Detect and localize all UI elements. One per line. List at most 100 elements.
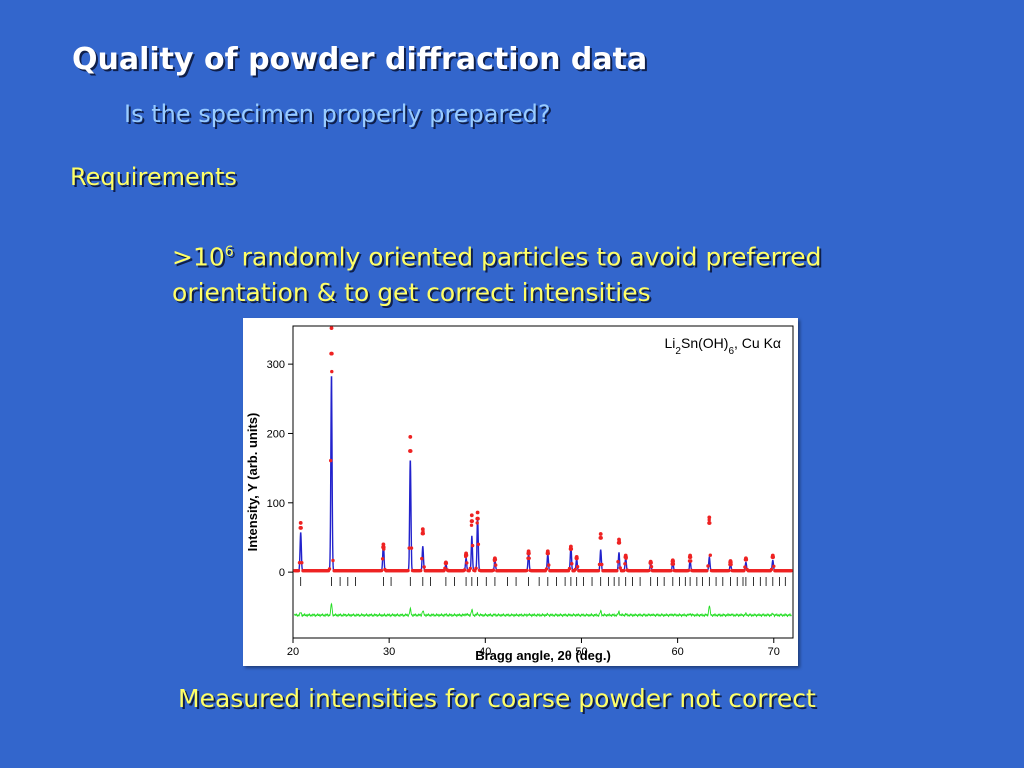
observed-point (647, 568, 651, 573)
observed-peak-point (329, 326, 334, 330)
slide-subtitle: Is the specimen properly prepared? (124, 100, 551, 128)
observed-point (296, 569, 301, 573)
observed-peak-point (624, 555, 628, 559)
observed-peak-point (464, 553, 469, 558)
chart-annotation: Li2Sn(OH)6, Cu Kα (665, 335, 781, 357)
observed-peak-point (575, 556, 579, 561)
y-tick-label: 300 (267, 359, 285, 371)
observed-point (380, 557, 385, 561)
annotation-part: 6 (728, 346, 734, 357)
observed-point (689, 559, 693, 563)
observed-point (567, 566, 572, 571)
observed-peak-point (299, 526, 303, 530)
observed-point (743, 565, 747, 569)
requirements-heading: Requirements (70, 163, 237, 191)
observed-point (573, 567, 577, 572)
observed-peak-point (707, 515, 712, 520)
observed-point (527, 556, 531, 560)
observed-point (742, 569, 746, 573)
observed-peak-point (476, 516, 480, 521)
observed-point (616, 560, 620, 564)
observed-point (649, 565, 654, 569)
observed-peak-point (381, 542, 386, 547)
observed-peak-point (381, 545, 386, 550)
observed-points (293, 326, 793, 573)
observed-point (622, 568, 626, 573)
observed-peak-point (493, 557, 498, 562)
observed-point (476, 542, 481, 546)
observed-point (727, 568, 731, 573)
observed-peak-point (617, 537, 621, 542)
observed-point (329, 458, 333, 463)
y-tick-label: 100 (267, 498, 285, 510)
observed-peak-point (527, 551, 531, 556)
difference-line (293, 602, 792, 618)
observed-peak-point (329, 351, 334, 356)
bullet-line-1: >106 randomly oriented particles to avoi… (172, 234, 821, 275)
observed-point (469, 523, 474, 527)
observed-peak-point (546, 551, 550, 556)
calculated-profile (294, 376, 792, 572)
observed-peak-point (771, 555, 775, 559)
observed-peak-point (599, 536, 603, 540)
observed-peak-point (408, 435, 413, 439)
observed-peak-point (728, 560, 733, 564)
observed-point (596, 569, 601, 573)
x-tick-label: 20 (287, 646, 299, 658)
x-tick-label: 30 (383, 646, 395, 658)
observed-point (462, 568, 467, 572)
observed-peak-point (744, 557, 749, 562)
observed-point (494, 563, 498, 567)
observed-peak-point (421, 531, 425, 536)
observed-point (300, 561, 304, 565)
observed-point (705, 569, 709, 573)
observed-peak-point (671, 559, 675, 564)
observed-point (465, 561, 469, 565)
observed-point (686, 568, 691, 573)
slide-title: Quality of powder diffraction data (72, 42, 648, 77)
observed-point (406, 568, 410, 573)
requirement-bullet: >106 randomly oriented particles to avoi… (172, 234, 821, 311)
observed-peak-point (617, 540, 622, 545)
observed-peak-point (598, 532, 603, 536)
observed-point (769, 567, 774, 572)
bullet-prefix: >10 (172, 242, 225, 272)
x-axis-label: Bragg angle, 2θ (deg.) (475, 648, 611, 663)
calculated-line (294, 376, 792, 572)
annotation-part: Li (665, 335, 676, 351)
reflection-markers (300, 576, 786, 586)
y-axis: 0 100 200 300 (267, 359, 293, 579)
observed-point (547, 563, 551, 567)
observed-point (468, 566, 472, 571)
diffraction-chart: 0 100 200 300 20 30 40 50 60 70 Li2Sn(OH)6, Cu K… (243, 318, 798, 666)
observed-peak-point (688, 555, 693, 559)
bullet-exponent: 6 (224, 244, 234, 260)
conclusion-text: Measured intensities for coarse powder n… (178, 684, 816, 713)
observed-peak-point (298, 521, 303, 525)
observed-point (708, 553, 712, 557)
observed-point (615, 569, 619, 573)
observed-point (491, 568, 496, 572)
observed-point (623, 562, 627, 566)
observed-peak-point (569, 547, 574, 551)
annotation-part: 2 (675, 346, 681, 357)
observed-point (422, 565, 426, 569)
observed-point (570, 562, 574, 566)
y-axis-label: Intensity, Y (arb. units) (245, 413, 260, 552)
observed-point (525, 568, 529, 573)
x-tick-label: 70 (768, 646, 780, 658)
x-tick-label: 40 (479, 646, 491, 658)
observed-point (331, 558, 335, 563)
observed-peak-point (420, 527, 425, 531)
observed-peak-point (475, 510, 480, 515)
y-tick-label: 0 (279, 567, 285, 579)
observed-point (600, 562, 604, 567)
x-tick-label: 60 (671, 646, 683, 658)
annotation-part: , Cu Kα (734, 335, 781, 351)
observed-peak-point (470, 519, 474, 523)
x-tick-label: 50 (575, 646, 587, 658)
chart-svg: 0 100 200 300 20 30 40 50 60 70 Li2Sn(OH)6, Cu K… (245, 325, 794, 663)
observed-point (409, 546, 414, 550)
observed-point (330, 369, 334, 374)
observed-point (772, 564, 776, 568)
